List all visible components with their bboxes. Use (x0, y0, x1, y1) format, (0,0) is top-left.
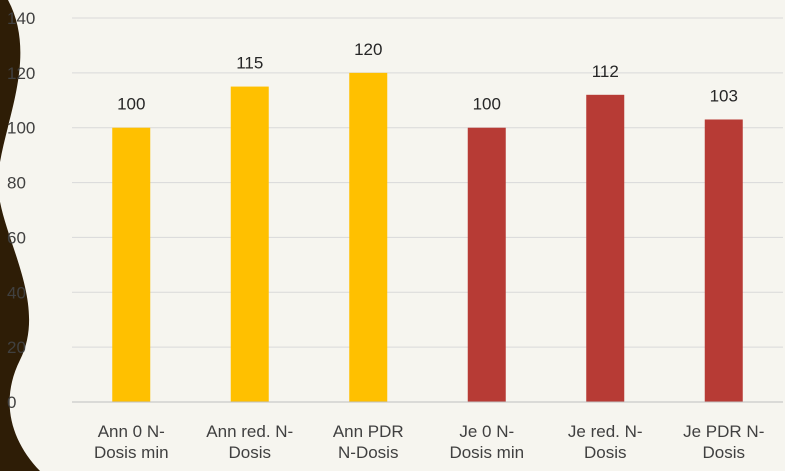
bar (467, 127, 506, 402)
data-label: 112 (592, 62, 619, 81)
y-tick-label: 120 (7, 64, 35, 83)
dark-wave-decoration (0, 0, 40, 471)
y-tick-label: 60 (7, 228, 26, 247)
y-tick-label: 100 (7, 119, 35, 138)
bar (112, 127, 151, 402)
bar (586, 94, 625, 403)
x-tick-label: Ann red. N-Dosis (206, 422, 293, 462)
gridlines (72, 17, 783, 348)
data-label: 100 (473, 95, 501, 114)
x-tick-label: Je PDR N-Dosis (683, 422, 764, 462)
x-tick-label: Je red. N-Dosis (568, 422, 643, 462)
y-tick-label: 80 (7, 174, 26, 193)
data-label: 100 (117, 95, 145, 114)
x-tick-label: Ann 0 N-Dosis min (94, 422, 169, 462)
decorative-wave-shape (0, 0, 40, 471)
bar (230, 86, 269, 403)
x-tick-label: Ann PDR N-Dosis (333, 422, 404, 462)
y-tick-label: 140 (7, 9, 35, 28)
data-label: 103 (710, 86, 738, 105)
x-tick-label: Je 0 N-Dosis min (449, 422, 524, 462)
y-tick-label: 20 (7, 338, 26, 357)
data-label: 120 (354, 40, 382, 59)
data-label: 115 (236, 54, 263, 73)
labels: 0 20 40 60 80 100 120 140 100 Ann 0 N-Dosis min 11… (7, 9, 764, 462)
bar (349, 72, 388, 402)
y-tick-label: 40 (7, 283, 26, 302)
y-tick-label: 0 (7, 393, 16, 412)
bar (704, 119, 743, 402)
bars (112, 72, 743, 403)
